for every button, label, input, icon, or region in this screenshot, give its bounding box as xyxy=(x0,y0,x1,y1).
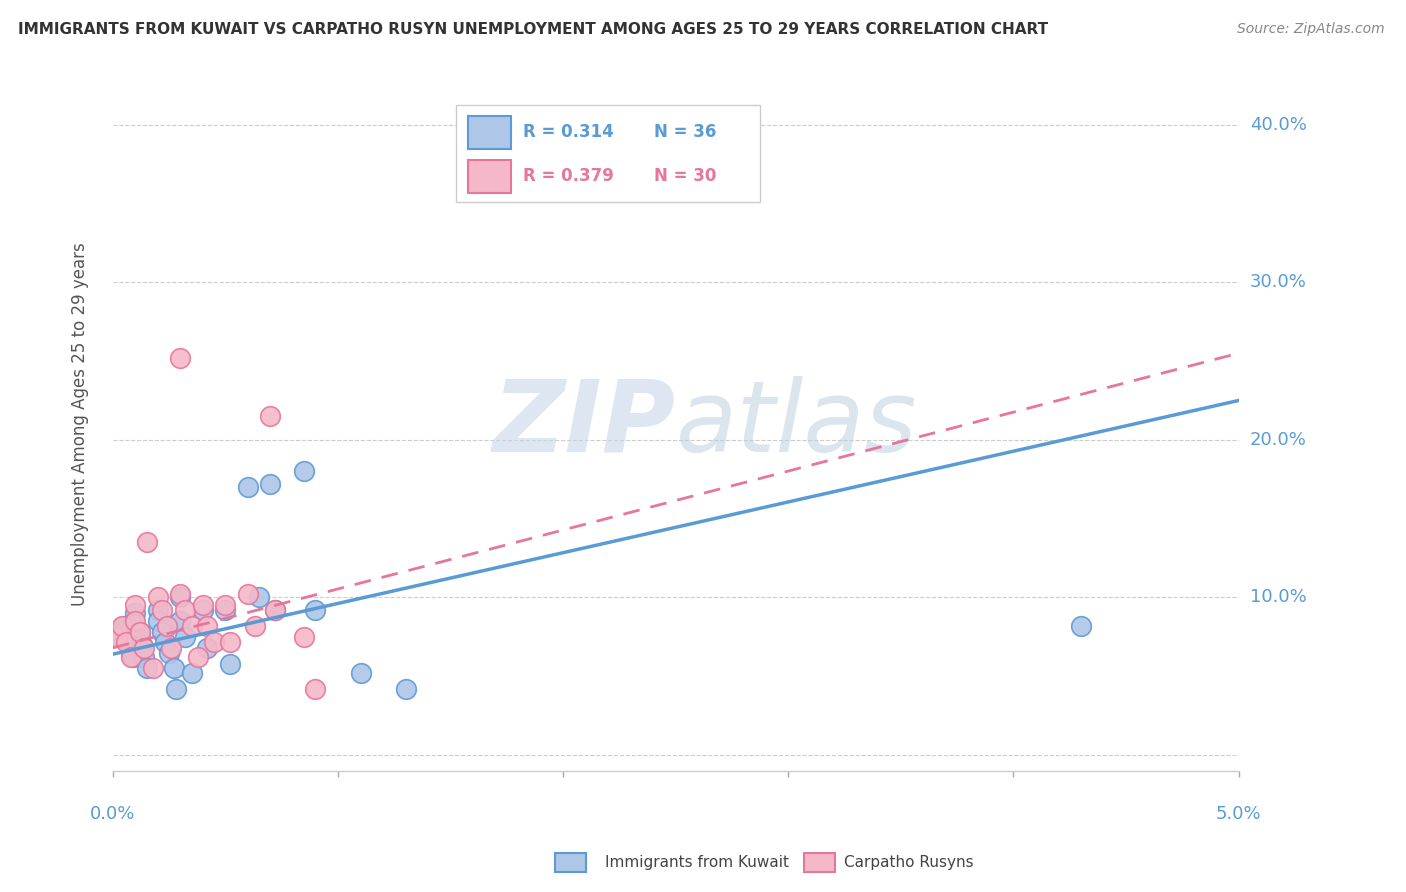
Text: ZIP: ZIP xyxy=(492,376,676,473)
Point xyxy=(508,141,530,155)
Text: 0.0%: 0.0% xyxy=(90,805,135,823)
Text: 40.0%: 40.0% xyxy=(1250,116,1306,134)
Point xyxy=(112,619,135,633)
Text: Immigrants from Kuwait: Immigrants from Kuwait xyxy=(605,855,789,870)
Point xyxy=(117,634,139,648)
Point xyxy=(120,646,142,660)
Point xyxy=(120,650,142,665)
Point xyxy=(180,666,202,681)
Point xyxy=(197,619,219,633)
Point xyxy=(124,617,146,632)
Text: 10.0%: 10.0% xyxy=(1250,589,1306,607)
Point xyxy=(124,599,146,613)
Point xyxy=(105,630,128,644)
Point xyxy=(292,464,315,478)
Point xyxy=(150,625,173,640)
Text: IMMIGRANTS FROM KUWAIT VS CARPATHO RUSYN UNEMPLOYMENT AMONG AGES 25 TO 29 YEARS : IMMIGRANTS FROM KUWAIT VS CARPATHO RUSYN… xyxy=(18,22,1049,37)
Point xyxy=(259,409,281,424)
Point xyxy=(202,634,225,648)
Text: 30.0%: 30.0% xyxy=(1250,273,1306,292)
Point xyxy=(304,681,326,696)
Point xyxy=(236,480,259,494)
Point xyxy=(134,650,156,665)
Text: 20.0%: 20.0% xyxy=(1250,431,1306,449)
Point xyxy=(264,603,287,617)
Point xyxy=(165,681,187,696)
Point xyxy=(156,619,179,633)
Point xyxy=(122,650,145,665)
Point xyxy=(219,657,242,671)
Point xyxy=(157,646,180,660)
Text: 5.0%: 5.0% xyxy=(1216,805,1261,823)
Point xyxy=(187,650,209,665)
Point xyxy=(191,599,214,613)
Point xyxy=(349,666,371,681)
Point xyxy=(146,603,169,617)
Point xyxy=(174,603,197,617)
Point xyxy=(111,619,134,633)
Point xyxy=(153,634,176,648)
Point xyxy=(1070,619,1092,633)
Point xyxy=(259,477,281,491)
Point xyxy=(108,630,131,644)
Text: Source: ZipAtlas.com: Source: ZipAtlas.com xyxy=(1237,22,1385,37)
Point xyxy=(150,603,173,617)
Point xyxy=(142,661,165,675)
Point xyxy=(128,625,150,640)
Point xyxy=(191,603,214,617)
Point xyxy=(180,619,202,633)
Point xyxy=(115,622,138,636)
Point xyxy=(264,603,287,617)
Point xyxy=(134,640,156,655)
Point xyxy=(243,619,266,633)
Point xyxy=(135,535,157,549)
Point xyxy=(128,625,150,640)
Point xyxy=(247,591,270,605)
Point xyxy=(174,630,197,644)
Point xyxy=(219,634,242,648)
Point xyxy=(169,351,191,365)
Text: atlas: atlas xyxy=(676,376,917,473)
Point xyxy=(214,599,236,613)
Point xyxy=(394,681,416,696)
Y-axis label: Unemployment Among Ages 25 to 29 years: Unemployment Among Ages 25 to 29 years xyxy=(72,243,89,606)
Point xyxy=(131,638,153,652)
Point xyxy=(115,634,138,648)
Point xyxy=(124,606,146,620)
Point xyxy=(146,591,169,605)
Point xyxy=(169,591,191,605)
Point xyxy=(163,661,186,675)
Point xyxy=(214,603,236,617)
Point xyxy=(160,640,183,655)
Point xyxy=(197,640,219,655)
Point xyxy=(304,603,326,617)
Point xyxy=(169,614,191,628)
Point xyxy=(124,614,146,628)
Point xyxy=(292,630,315,644)
Point xyxy=(135,661,157,675)
Point xyxy=(146,614,169,628)
Point xyxy=(236,587,259,601)
Text: Carpatho Rusyns: Carpatho Rusyns xyxy=(844,855,973,870)
Point xyxy=(169,587,191,601)
